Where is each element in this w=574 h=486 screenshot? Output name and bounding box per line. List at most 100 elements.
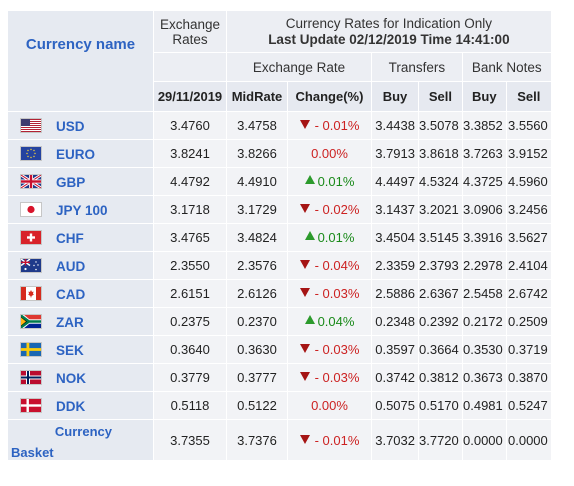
change-value: 0.00% [311,146,348,161]
table-row: NOK 0.3779 0.3777- 0.03% 0.3742 0.3812 0.3673… [8,364,551,391]
change-column-header: Change(%) [288,82,371,111]
transfers-sell-header: Sell [419,82,462,111]
banknote-sell-cell: 3.9152 [506,140,551,167]
exchange-rates-header: Exchange Rates [154,11,226,52]
currency-cell: AUD [8,252,153,279]
change-cell: - 0.02% [288,196,371,223]
up-arrow-icon [304,315,315,324]
down-arrow-icon [299,120,310,129]
currency-code: AUD [56,258,86,274]
currency-code: DDK [56,398,86,414]
midrate-cell: 3.4758 [227,112,287,139]
midrate-column-header: MidRate [227,82,287,111]
transfer-sell-cell: 4.5324 [419,168,462,195]
banknotes-sell-header: Sell [506,82,551,111]
last-update-label: Last Update 02/12/2019 Time 14:41:00 [268,31,510,47]
rate-cell: 0.2375 [154,308,226,335]
transfer-buy-cell: 3.7032 [372,420,418,460]
currency-cell: NOK [8,364,153,391]
banknote-sell-cell: 3.2456 [506,196,551,223]
change-value: - 0.01% [288,433,371,448]
banknote-buy-cell: 0.4981 [462,392,506,419]
ch-flag-icon [20,230,42,246]
banknote-buy-cell: 4.3725 [462,168,506,195]
transfer-sell-cell: 0.2392 [419,308,462,335]
currency-cell: EURO [8,140,153,167]
transfer-buy-cell: 4.4497 [372,168,418,195]
change-cell: - 0.04% [288,252,371,279]
update-title: Currency Rates for Indication Only Last … [227,11,551,52]
currency-cell: DDK [8,392,153,419]
au-flag-icon [20,258,42,274]
currency-code: GBP [56,174,86,190]
basket-line-1: Currency [54,424,112,439]
change-cell: 0.01% [288,224,371,251]
down-arrow-icon [299,260,310,269]
banknote-buy-cell: 2.5458 [462,280,506,307]
change-cell: 0.04% [288,308,371,335]
banknote-sell-cell: 0.0000 [506,420,551,460]
midrate-cell: 3.7376 [227,420,287,460]
midrate-cell: 0.2370 [227,308,287,335]
transfer-sell-cell: 0.5170 [419,392,462,419]
down-arrow-icon [299,288,310,297]
change-value: - 0.02% [288,202,371,217]
change-cell: 0.01% [288,168,371,195]
currency-code: SEK [56,342,84,358]
transfers-header: Transfers [372,53,462,81]
table-row: AUD 2.3550 2.3576- 0.04% 2.3359 2.3793 2.2978… [8,252,551,279]
rate-cell: 0.5118 [154,392,226,419]
currency-cell: ZAR [8,308,153,335]
currency-code: ZAR [56,314,84,330]
change-value: - 0.03% [288,342,371,357]
banknote-buy-cell: 0.0000 [462,420,506,460]
transfer-sell-cell: 3.5078 [419,112,462,139]
midrate-cell: 0.3630 [227,336,287,363]
currency-code: USD [56,118,85,134]
banknote-sell-cell: 3.5560 [506,112,551,139]
up-arrow-icon [304,231,315,240]
transfer-sell-cell: 3.7720 [419,420,462,460]
rate-cell: 4.4792 [154,168,226,195]
banknote-sell-cell: 0.3719 [506,336,551,363]
rate-cell: 3.4760 [154,112,226,139]
rate-cell: 0.3779 [154,364,226,391]
currency-name-header: Currency name [8,11,153,111]
us-flag-icon [20,118,42,134]
transfer-buy-cell: 3.1437 [372,196,418,223]
currency-basket-label: Currency Basket [8,420,153,460]
change-value: 0.01% [288,230,371,245]
table-row: ZAR 0.2375 0.2370 0.04% 0.2348 0.2392 0.2172 0.… [8,308,551,335]
banknote-buy-cell: 2.2978 [462,252,506,279]
currency-code: CHF [56,230,84,246]
table-row: EURO 3.8241 3.8266 0.00% 3.7913 3.8618 3.7263 3… [8,140,551,167]
title-line-1: Currency Rates for Indication Only [285,15,493,31]
table-row-basket: Currency Basket 3.7355 3.7376 - 0.01% 3.… [8,420,551,460]
banknote-buy-cell: 3.3852 [462,112,506,139]
table-row: DDK 0.5118 0.5122 0.00% 0.5075 0.5170 0.4981 0.… [8,392,551,419]
table-row: JPY 100 3.1718 3.1729- 0.02% 3.1437 3.2021 3.… [8,196,551,223]
change-cell: - 0.03% [288,336,371,363]
banknote-buy-cell: 0.3530 [462,336,506,363]
change-value: - 0.03% [288,286,371,301]
banknote-sell-cell: 3.5627 [506,224,551,251]
transfer-buy-cell: 2.3359 [372,252,418,279]
midrate-cell: 3.8266 [227,140,287,167]
midrate-cell: 3.4824 [227,224,287,251]
ca-flag-icon [20,286,42,302]
change-cell: - 0.03% [288,280,371,307]
table-row: SEK 0.3640 0.3630- 0.03% 0.3597 0.3664 0.3530… [8,336,551,363]
rate-cell: 3.4765 [154,224,226,251]
dk-flag-icon [20,398,42,414]
banknote-buy-cell: 0.2172 [462,308,506,335]
midrate-cell: 4.4910 [227,168,287,195]
banknote-sell-cell: 0.3870 [506,364,551,391]
transfer-buy-cell: 0.3597 [372,336,418,363]
currency-code: CAD [56,286,86,302]
banknote-buy-cell: 3.0906 [462,196,506,223]
banknote-buy-cell: 3.7263 [462,140,506,167]
jp-flag-icon [20,202,42,218]
transfer-buy-cell: 0.5075 [372,392,418,419]
currency-cell: CHF [8,224,153,251]
